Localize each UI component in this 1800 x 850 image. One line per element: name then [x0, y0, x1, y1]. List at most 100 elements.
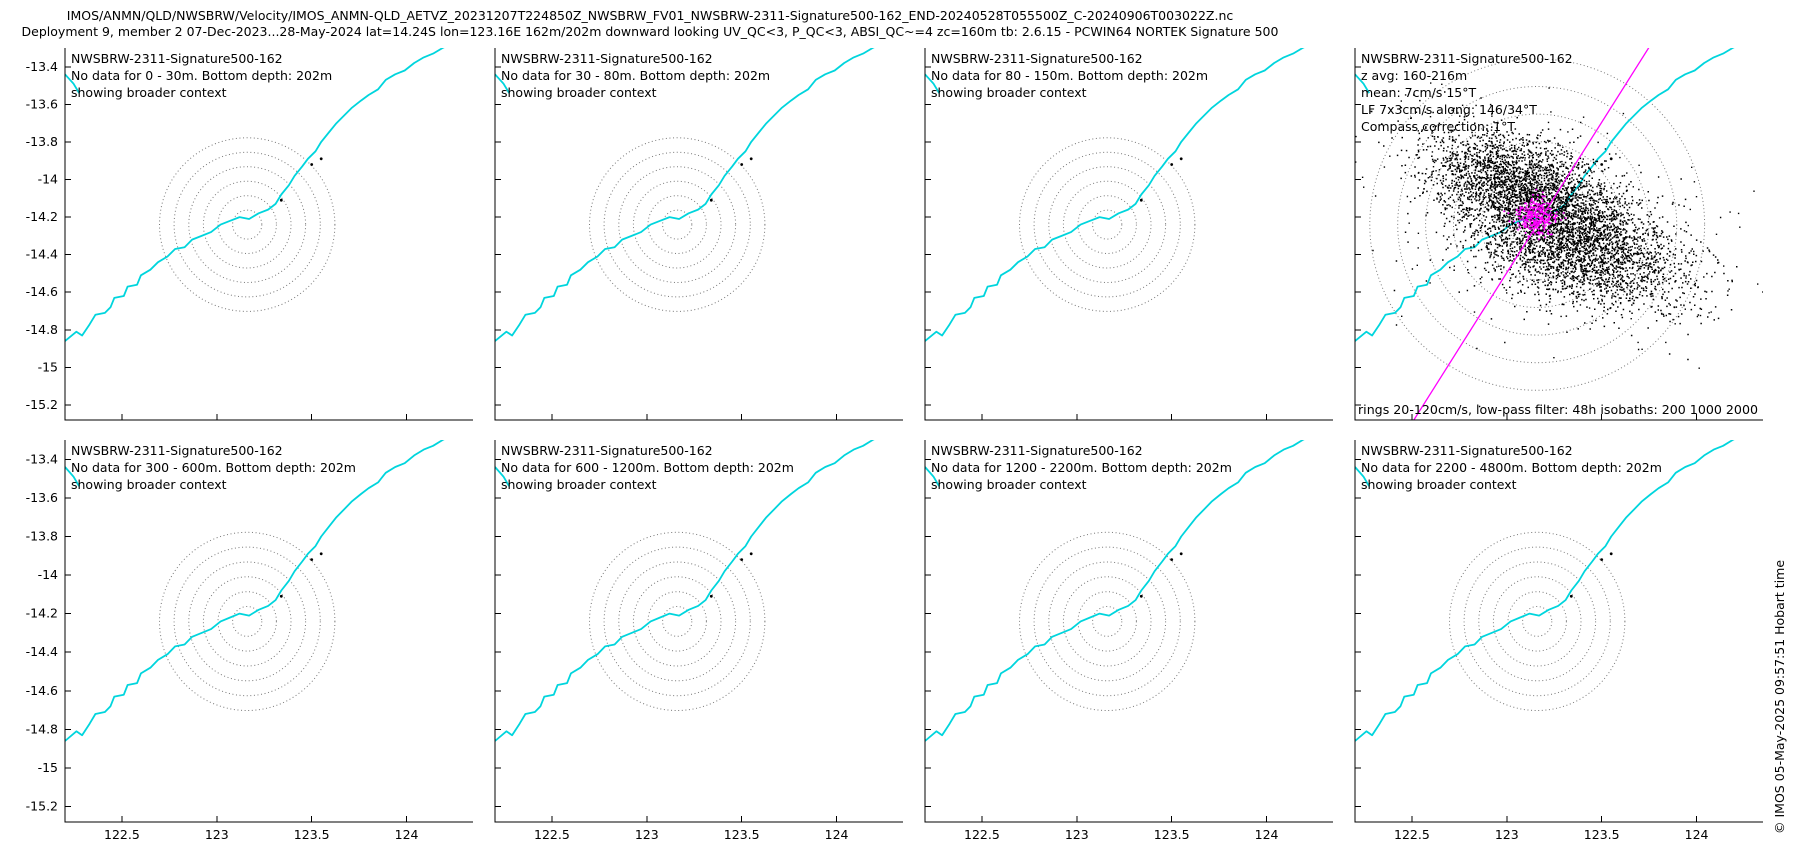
panel-annotation: No data for 0 - 30m. Bottom depth: 202m: [71, 68, 332, 83]
y-tick-label: -14.6: [26, 284, 58, 299]
rings-caption: rings 20-120cm/s, low-pass filter: 48h i…: [1358, 403, 1758, 417]
y-tick-label: -15: [38, 359, 58, 374]
speed-range-ring: [188, 561, 307, 682]
panel-depth-300-600: 122.5 123 123.5 124 -13.4 -13.6 -13.8 -14 -14.2 -…: [26, 440, 473, 842]
panel-annotation: showing broader context: [501, 477, 657, 492]
x-tick-label: 123: [1065, 827, 1089, 842]
panel-annotation: No data for 30 - 80m. Bottom depth: 202m: [501, 68, 770, 83]
y-tick-label: -13.8: [26, 528, 58, 543]
speed-range-ring: [618, 561, 737, 682]
speed-range-ring: [1092, 209, 1123, 240]
axes-spines: [64, 440, 473, 823]
islet-dot: [319, 552, 323, 556]
speed-range-ring: [217, 195, 277, 255]
panel-title: NWSBRW-2311-Signature500-162: [71, 51, 283, 66]
speed-range-ring: [173, 546, 321, 697]
panel-title: NWSBRW-2311-Signature500-162: [1361, 51, 1573, 66]
y-tick-label: -15.2: [26, 799, 58, 814]
speed-range-ring: [232, 209, 263, 240]
speed-range-ring: [1077, 195, 1137, 255]
x-tick-label: 123.5: [1584, 827, 1620, 842]
y-tick-label: -13.4: [26, 59, 58, 74]
speed-range-ring: [1492, 576, 1582, 667]
islet-coast-segment: [1355, 466, 1370, 487]
figure-title-line1: IMOS/ANMN/QLD/NWSBRW/Velocity/IMOS_ANMN-…: [66, 8, 1234, 23]
islet-dot: [1609, 552, 1613, 556]
y-tick-label: -14: [38, 172, 58, 187]
panel-annotation: z avg: 160-216m: [1361, 68, 1467, 83]
panel-annotation: No data for 80 - 150m. Bottom depth: 202…: [931, 68, 1208, 83]
speed-range-ring: [1463, 546, 1611, 697]
panel-title: NWSBRW-2311-Signature500-162: [931, 51, 1143, 66]
islet-coast-segment: [1355, 73, 1370, 94]
coastline-path: [65, 440, 445, 742]
islet-dot: [749, 157, 753, 161]
islet-coast-segment: [495, 73, 510, 94]
y-tick-label: -14: [38, 567, 58, 582]
y-tick-label: -14.8: [26, 322, 58, 337]
islet-dot: [310, 163, 314, 166]
panel-annotation: No data for 2200 - 4800m. Bottom depth: …: [1361, 460, 1662, 475]
speed-range-ring: [1522, 606, 1553, 637]
speed-range-ring: [217, 591, 277, 652]
islet-dot: [1139, 198, 1143, 202]
islet-dot: [1569, 594, 1573, 598]
speed-range-ring: [603, 151, 751, 298]
panel-title: NWSBRW-2311-Signature500-162: [931, 443, 1143, 458]
islet-dot: [1170, 558, 1174, 561]
speed-range-ring: [1369, 58, 1706, 391]
y-tick-label: -14.2: [26, 606, 58, 621]
x-tick-label: 123: [205, 827, 229, 842]
speed-range-ring: [1425, 113, 1650, 336]
x-tick-label: 122.5: [534, 827, 570, 842]
panel-depth-30-80: NWSBRW-2311-Signature500-162 No data for …: [494, 48, 903, 421]
y-tick-label: -14.4: [26, 247, 58, 262]
speed-range-ring: [662, 209, 693, 240]
principal-axis-line: [1413, 48, 1650, 420]
speed-range-ring: [1077, 591, 1137, 652]
panel-annotation: showing broader context: [931, 85, 1087, 100]
coastline-path: [495, 440, 875, 742]
coastline-path: [65, 48, 445, 342]
islet-coast-segment: [925, 466, 940, 487]
islet-coast-segment: [65, 73, 80, 94]
velocity-scatter-magenta-lowpass: [1503, 188, 1567, 241]
x-tick-label: 123: [1495, 827, 1519, 842]
speed-range-ring: [1478, 561, 1597, 682]
panel-title: NWSBRW-2311-Signature500-162: [71, 443, 283, 458]
speed-range-ring: [1018, 137, 1196, 312]
y-tick-label: -14.2: [26, 209, 58, 224]
panel-velocity-160-216: NWSBRW-2311-Signature500-162 z avg: 160-2…: [1354, 48, 1763, 421]
panel-annotation: No data for 600 - 1200m. Bottom depth: 2…: [501, 460, 794, 475]
y-tick-label: -15: [38, 760, 58, 775]
panel-annotation: showing broader context: [71, 477, 227, 492]
x-tick-label: 124: [395, 827, 419, 842]
y-tick-label: -13.6: [26, 490, 58, 505]
speed-range-ring: [1397, 86, 1678, 364]
coastline-path: [925, 440, 1305, 742]
x-tick-label: 122.5: [104, 827, 140, 842]
panel-annotation: No data for 300 - 600m. Bottom depth: 20…: [71, 460, 356, 475]
panel-annotation: showing broader context: [501, 85, 657, 100]
x-tick-label: 123.5: [1154, 827, 1190, 842]
speed-range-ring: [202, 576, 292, 667]
speed-range-ring: [1062, 576, 1152, 667]
y-tick-label: -14.8: [26, 721, 58, 736]
speed-range-ring: [1033, 546, 1181, 697]
figure-title-line2: Deployment 9, member 2 07-Dec-2023...28-…: [21, 24, 1279, 39]
speed-range-ring: [1092, 606, 1123, 637]
islet-dot: [749, 552, 753, 556]
speed-range-ring: [632, 180, 722, 269]
x-tick-label: 124: [825, 827, 849, 842]
speed-range-ring: [618, 166, 737, 284]
y-tick-label: -15.2: [26, 397, 58, 412]
speed-range-ring: [1048, 166, 1167, 284]
islet-dot: [1179, 552, 1183, 556]
axes-spines: [1354, 48, 1763, 421]
speed-range-ring: [202, 180, 292, 269]
panel-depth-1200-2200: 122.5 123 123.5 124 NWSBRW-2311-Signature500…: [924, 440, 1333, 842]
x-tick-label: 124: [1255, 827, 1279, 842]
panel-annotation: Compass correction: 1°T: [1361, 119, 1515, 134]
y-tick-label: -13.4: [26, 451, 58, 466]
